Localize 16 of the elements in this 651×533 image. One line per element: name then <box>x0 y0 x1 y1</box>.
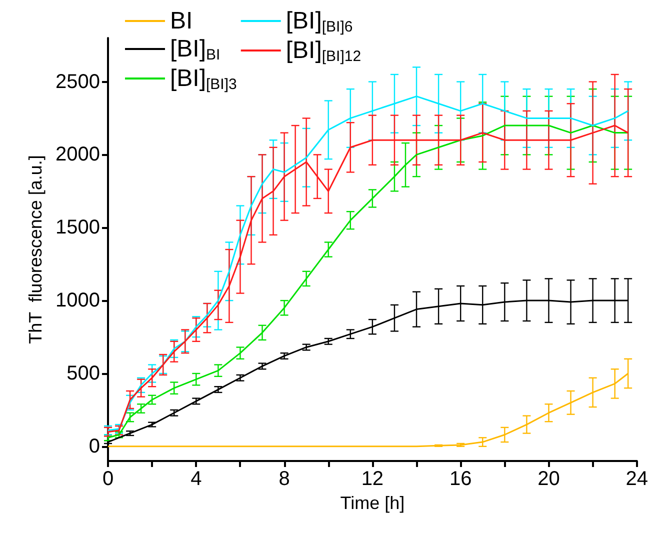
x-tick-label: 0 <box>102 468 114 490</box>
x-tick-label: 12 <box>361 468 384 490</box>
y-tick-label: 500 <box>66 362 100 384</box>
y-tick-label: 1000 <box>56 290 100 312</box>
legend-label: BI <box>170 8 193 34</box>
y-tick-label: 0 <box>88 435 100 458</box>
y-tick-label: 1500 <box>56 216 100 239</box>
x-tick-label: 8 <box>278 468 290 490</box>
x-tick-label: 20 <box>538 468 560 490</box>
x-tick-label: 24 <box>626 468 648 490</box>
y-tick-label: 2500 <box>56 70 100 93</box>
x-tick-label: 4 <box>190 468 202 490</box>
y-tick-label: 2000 <box>56 144 100 166</box>
y-axis-title: ThT fluorescence [a.u.] <box>26 155 46 344</box>
x-tick-label: 16 <box>449 468 472 490</box>
x-axis-title: Time [h] <box>340 492 405 513</box>
